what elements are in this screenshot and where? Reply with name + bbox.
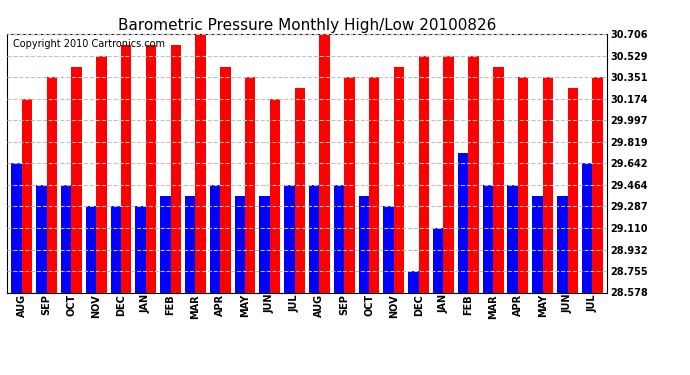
- Bar: [22, 99, 32, 292]
- Title: Barometric Pressure Monthly High/Low 20100826: Barometric Pressure Monthly High/Low 201…: [118, 18, 496, 33]
- Bar: [567, 88, 578, 292]
- Bar: [319, 34, 330, 292]
- Bar: [507, 185, 518, 292]
- Bar: [245, 77, 255, 292]
- Bar: [185, 196, 195, 292]
- Bar: [135, 207, 146, 292]
- Bar: [419, 56, 429, 292]
- Bar: [270, 99, 280, 292]
- Bar: [146, 45, 156, 292]
- Bar: [408, 271, 419, 292]
- Bar: [582, 164, 592, 292]
- Bar: [493, 67, 504, 292]
- Bar: [532, 196, 543, 292]
- Text: Copyright 2010 Cartronics.com: Copyright 2010 Cartronics.com: [13, 39, 165, 49]
- Bar: [96, 56, 107, 292]
- Bar: [518, 77, 529, 292]
- Bar: [295, 88, 305, 292]
- Bar: [483, 185, 493, 292]
- Bar: [160, 196, 170, 292]
- Bar: [71, 67, 82, 292]
- Bar: [369, 77, 380, 292]
- Bar: [86, 207, 96, 292]
- Bar: [110, 207, 121, 292]
- Bar: [195, 34, 206, 292]
- Bar: [543, 77, 553, 292]
- Bar: [394, 67, 404, 292]
- Bar: [359, 196, 369, 292]
- Bar: [47, 77, 57, 292]
- Bar: [433, 228, 444, 292]
- Bar: [592, 77, 603, 292]
- Bar: [309, 185, 319, 292]
- Bar: [170, 45, 181, 292]
- Bar: [458, 153, 469, 292]
- Bar: [61, 185, 71, 292]
- Bar: [384, 207, 394, 292]
- Bar: [36, 185, 47, 292]
- Bar: [444, 56, 454, 292]
- Bar: [334, 185, 344, 292]
- Bar: [11, 164, 22, 292]
- Bar: [210, 185, 220, 292]
- Bar: [235, 196, 245, 292]
- Bar: [220, 67, 230, 292]
- Bar: [469, 56, 479, 292]
- Bar: [259, 196, 270, 292]
- Bar: [344, 77, 355, 292]
- Bar: [557, 196, 567, 292]
- Bar: [121, 45, 131, 292]
- Bar: [284, 185, 295, 292]
